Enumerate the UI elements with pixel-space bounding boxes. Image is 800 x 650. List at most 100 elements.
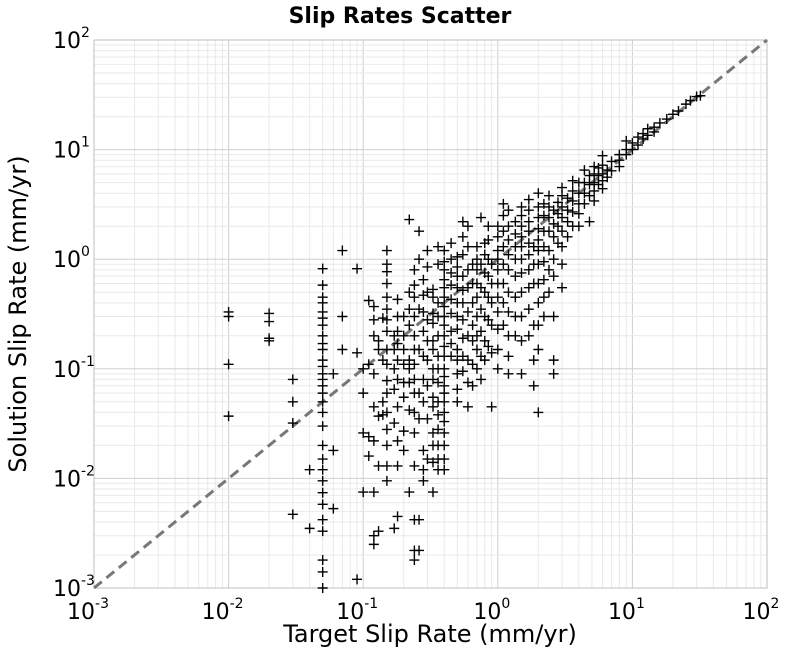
data-point — [427, 292, 438, 303]
data-point — [368, 330, 379, 341]
data-point — [439, 301, 450, 312]
data-point — [492, 221, 503, 232]
data-point — [457, 249, 468, 260]
data-point — [317, 440, 328, 451]
data-point — [439, 388, 450, 399]
data-point — [427, 308, 438, 319]
data-point — [467, 335, 478, 346]
data-point — [381, 304, 392, 315]
data-point — [503, 249, 514, 260]
data-point — [606, 156, 617, 167]
data-point — [446, 351, 457, 362]
data-point — [602, 172, 613, 183]
tick-base: 10 — [202, 600, 230, 625]
data-point — [373, 344, 384, 355]
data-point — [398, 311, 409, 322]
data-point — [654, 117, 665, 128]
data-point — [597, 150, 608, 161]
data-point — [409, 359, 420, 370]
data-point — [533, 188, 544, 199]
y-tick-label: 100 — [53, 244, 90, 273]
data-point — [543, 226, 554, 237]
data-point — [457, 333, 468, 344]
data-point — [358, 427, 369, 438]
data-point — [471, 254, 482, 265]
data-point — [328, 445, 339, 456]
data-point — [462, 282, 473, 293]
tick-base: 10 — [53, 467, 81, 492]
tick-base: 10 — [336, 600, 364, 625]
data-point — [543, 264, 554, 275]
data-point — [433, 259, 444, 270]
data-point — [328, 368, 339, 379]
data-point — [557, 212, 568, 223]
data-point — [422, 413, 433, 424]
data-point — [317, 344, 328, 355]
data-point — [317, 297, 328, 308]
data-point — [452, 261, 463, 272]
data-point — [457, 231, 468, 242]
data-point — [573, 208, 584, 219]
data-point — [398, 445, 409, 456]
data-point — [552, 221, 563, 232]
data-point — [516, 287, 527, 298]
data-point — [579, 165, 590, 176]
data-point — [439, 464, 450, 475]
data-point — [562, 216, 573, 227]
data-point — [492, 306, 503, 317]
data-point — [557, 226, 568, 237]
data-point — [264, 316, 275, 327]
data-point — [510, 216, 521, 227]
data-point — [498, 297, 509, 308]
data-point — [467, 297, 478, 308]
data-point — [467, 259, 478, 270]
data-point — [471, 363, 482, 374]
y-axis-label: Solution Slip Rate (mm/yr) — [4, 155, 32, 472]
tick-base: 10 — [53, 139, 81, 164]
data-point — [398, 359, 409, 370]
tick-exponent: -3 — [95, 596, 109, 612]
data-point — [427, 392, 438, 403]
data-point — [567, 195, 578, 206]
tick-exponent: -2 — [81, 463, 95, 479]
data-point — [492, 363, 503, 374]
data-point — [579, 198, 590, 209]
data-point — [498, 278, 509, 289]
data-point — [486, 320, 497, 331]
data-point — [475, 212, 486, 223]
data-point — [427, 427, 438, 438]
data-point — [483, 292, 494, 303]
data-point — [523, 226, 534, 237]
data-point — [486, 401, 497, 412]
data-point — [368, 530, 379, 541]
data-point — [533, 223, 544, 234]
data-point — [548, 218, 559, 229]
data-point — [446, 338, 457, 349]
data-point — [498, 198, 509, 209]
data-point — [471, 292, 482, 303]
data-point — [373, 460, 384, 471]
data-point — [557, 282, 568, 293]
plot-area-frame — [93, 39, 768, 589]
data-point — [409, 427, 420, 438]
data-point — [446, 308, 457, 319]
data-point — [510, 271, 521, 282]
data-point — [418, 396, 429, 407]
data-point — [548, 355, 559, 366]
data-point — [589, 185, 600, 196]
data-point — [523, 249, 534, 260]
data-point — [317, 320, 328, 331]
data-point — [503, 205, 514, 216]
data-point — [439, 311, 450, 322]
data-point — [483, 221, 494, 232]
data-point — [317, 566, 328, 577]
data-point — [457, 271, 468, 282]
data-point — [523, 282, 534, 293]
x-tick-label: 10-2 — [202, 596, 244, 625]
data-point — [404, 355, 415, 366]
data-point — [661, 114, 672, 125]
data-point — [398, 426, 409, 437]
data-point — [317, 583, 328, 593]
data-point — [381, 278, 392, 289]
